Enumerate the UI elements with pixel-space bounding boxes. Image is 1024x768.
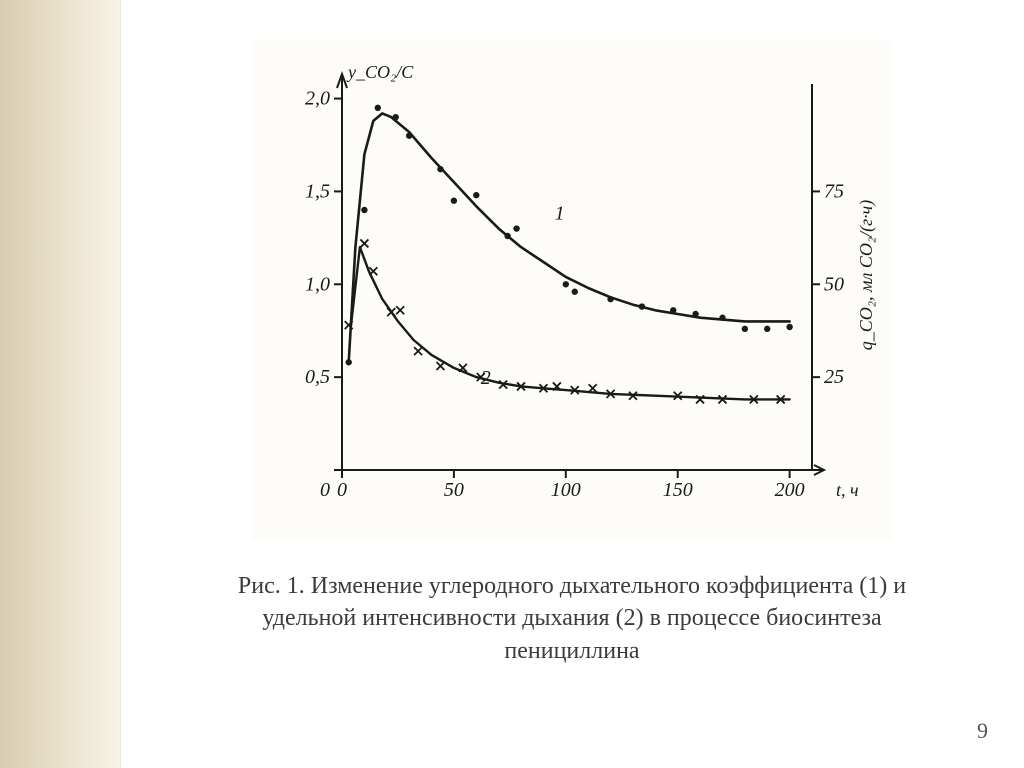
caption-line-1: Рис. 1. Изменение углеродного дыхательно… (238, 573, 906, 599)
svg-text:q_CO₂, мл CO₂/(г·ч): q_CO₂, мл CO₂/(г·ч) (856, 200, 877, 350)
svg-text:0: 0 (337, 479, 347, 501)
svg-text:y_CO₂/C: y_CO₂/C (346, 62, 414, 82)
svg-text:1,5: 1,5 (305, 180, 330, 202)
svg-text:25: 25 (824, 366, 844, 388)
chart-svg: 0 50 100 150 200 t, ч 0,5 1,0 1,5 2,0 0 y_CO₂/C 25 50… (252, 40, 892, 540)
caption-line-3: пенициллина (504, 638, 639, 664)
svg-text:200: 200 (775, 479, 805, 501)
svg-text:50: 50 (444, 479, 464, 501)
svg-text:t, ч: t, ч (836, 480, 859, 500)
slide: 0 50 100 150 200 t, ч 0,5 1,0 1,5 2,0 0 y_CO₂/C 25 50… (0, 0, 1024, 768)
svg-text:150: 150 (663, 479, 693, 501)
svg-text:75: 75 (824, 180, 844, 202)
svg-text:0: 0 (320, 479, 330, 501)
svg-text:1: 1 (555, 202, 565, 224)
svg-text:100: 100 (551, 479, 581, 501)
svg-text:50: 50 (824, 273, 844, 295)
svg-text:0,5: 0,5 (305, 366, 330, 388)
figure-caption: Рис. 1. Изменение углеродного дыхательно… (192, 570, 952, 667)
svg-text:2: 2 (481, 367, 491, 389)
page-number: 9 (977, 718, 988, 744)
svg-text:1,0: 1,0 (305, 273, 330, 295)
decorative-sidebar (0, 0, 121, 768)
slide-content: 0 50 100 150 200 t, ч 0,5 1,0 1,5 2,0 0 y_CO₂/C 25 50… (120, 0, 1024, 768)
caption-line-2: удельной интенсивности дыхания (2) в про… (262, 605, 881, 631)
svg-text:2,0: 2,0 (305, 88, 330, 110)
figure-1-chart: 0 50 100 150 200 t, ч 0,5 1,0 1,5 2,0 0 y_CO₂/C 25 50… (252, 40, 892, 540)
